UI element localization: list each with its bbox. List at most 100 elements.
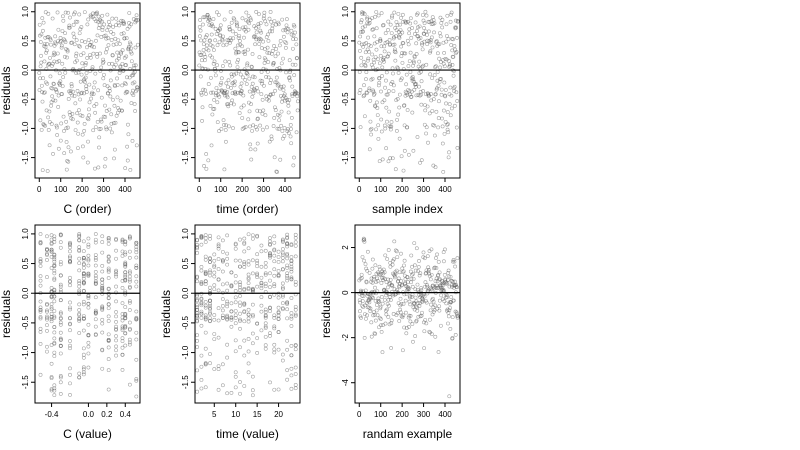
data-point (368, 306, 373, 311)
data-point (55, 133, 60, 137)
data-point (77, 249, 82, 253)
data-point (426, 268, 431, 272)
data-point (387, 109, 392, 114)
data-point (86, 263, 91, 268)
data-point (409, 253, 414, 258)
data-point (114, 299, 118, 304)
data-point (385, 307, 389, 312)
data-point (41, 28, 45, 33)
data-point (452, 89, 457, 94)
data-point (101, 114, 106, 119)
data-point (398, 296, 403, 301)
data-point (252, 75, 257, 80)
data-point (45, 314, 49, 319)
data-point (363, 24, 367, 29)
data-point (268, 380, 272, 385)
y-tick-label: -1.0 (181, 345, 190, 359)
y-tick-label: 0.0 (21, 287, 30, 299)
data-point (98, 126, 103, 131)
y-tick-label: -1.5 (181, 150, 190, 164)
data-point (120, 345, 125, 350)
data-point (233, 274, 238, 278)
data-point (266, 38, 271, 43)
data-point (368, 98, 373, 103)
data-point (49, 302, 54, 307)
data-point (259, 70, 264, 74)
data-point (401, 269, 406, 274)
y-tick-label: 2 (341, 245, 350, 250)
data-point (45, 323, 49, 328)
data-point (282, 134, 287, 138)
data-point (359, 18, 364, 23)
data-point (428, 277, 433, 282)
data-point (255, 284, 260, 289)
data-point (119, 31, 124, 36)
data-point (199, 280, 204, 285)
y-tick-label: 1.0 (181, 228, 190, 240)
data-point (52, 383, 57, 388)
data-point (420, 13, 425, 17)
data-point (259, 286, 264, 291)
data-point (77, 256, 82, 261)
data-point (117, 54, 121, 58)
data-point (199, 92, 204, 97)
data-point (208, 361, 212, 366)
data-point (65, 158, 70, 163)
data-point (48, 55, 52, 60)
data-point (276, 255, 281, 259)
data-point (238, 300, 242, 305)
data-point (400, 270, 405, 274)
data-point (242, 301, 247, 306)
data-point (374, 100, 379, 105)
data-point (431, 97, 436, 102)
data-point (393, 58, 398, 63)
data-point (255, 108, 260, 113)
data-point (98, 69, 103, 73)
data-point (268, 309, 272, 314)
data-point (229, 270, 234, 275)
data-point (273, 108, 278, 112)
data-point (227, 27, 232, 31)
data-point (238, 85, 243, 89)
data-point (219, 80, 224, 85)
data-point (114, 272, 118, 277)
data-point (211, 61, 216, 66)
data-point (242, 265, 247, 269)
data-point (261, 108, 266, 113)
data-point (272, 267, 277, 272)
data-point (422, 21, 427, 26)
data-point (77, 313, 82, 318)
data-point (375, 278, 380, 283)
data-point (81, 249, 86, 254)
data-point (242, 249, 247, 254)
data-point (251, 35, 256, 39)
data-point (246, 246, 251, 251)
data-point (127, 236, 132, 241)
data-point (432, 21, 437, 26)
data-point (68, 249, 72, 254)
y-tick-label: 0.0 (341, 64, 350, 76)
data-point (81, 239, 86, 244)
data-point (68, 243, 72, 247)
y-tick-label: 0.0 (181, 64, 190, 76)
data-point (83, 75, 88, 80)
data-point (377, 299, 382, 304)
data-point (81, 271, 86, 276)
data-point (195, 313, 200, 318)
data-point (278, 39, 283, 43)
data-point (436, 84, 441, 88)
data-point (62, 54, 67, 59)
data-point (268, 278, 272, 283)
data-point (40, 16, 45, 21)
data-point (91, 85, 96, 90)
data-point (248, 147, 253, 152)
data-point (52, 253, 57, 258)
data-point (432, 133, 437, 138)
data-point (77, 248, 82, 252)
data-point (220, 269, 225, 274)
data-point (399, 54, 404, 59)
y-tick-label: 1.0 (21, 6, 30, 18)
data-point (38, 232, 43, 236)
data-point (286, 103, 291, 108)
data-point (427, 329, 432, 334)
